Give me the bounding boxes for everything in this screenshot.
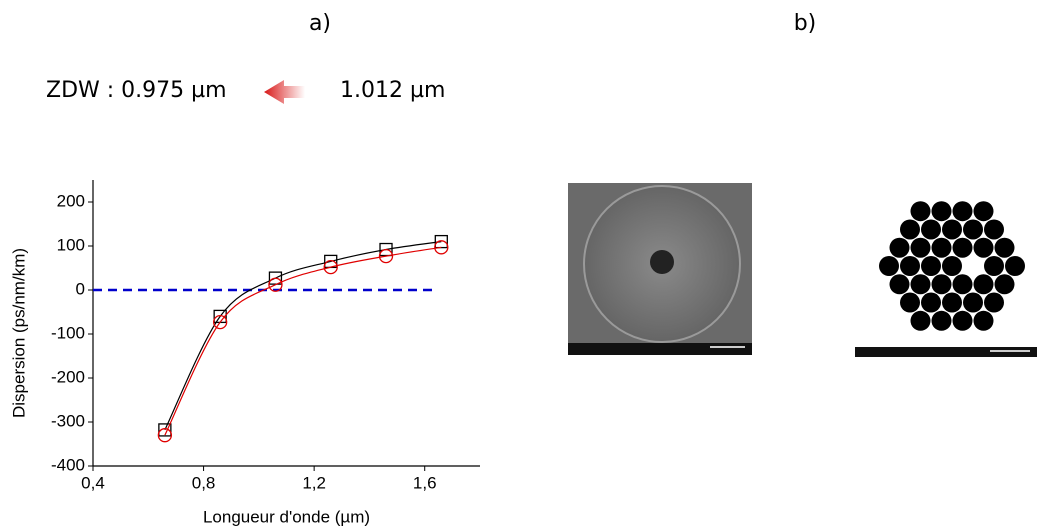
core-hole: [931, 310, 952, 331]
core-hole: [921, 256, 941, 276]
core-hole: [942, 256, 962, 276]
arrow: [264, 80, 305, 104]
zdw-new: 1.012 µm: [340, 78, 445, 103]
core-hole: [994, 237, 1015, 258]
core-hole: [973, 274, 994, 295]
core-hole: [973, 201, 994, 222]
core-hole: [931, 274, 952, 295]
core-hole: [889, 237, 910, 258]
y-axis-label: Dispersion (ps/nm/km): [9, 248, 28, 418]
marker: [378, 248, 394, 264]
x-tick-label: 0,8: [192, 473, 216, 492]
y-tick-label: -400: [51, 455, 85, 474]
x-tick-label: 1,2: [302, 473, 326, 492]
core-hole: [900, 292, 920, 313]
marker: [213, 314, 228, 330]
core-hole: [994, 274, 1015, 295]
core-hole: [984, 256, 1004, 276]
core-hole: [984, 292, 1004, 313]
core-hole: [963, 292, 983, 313]
marker: [158, 423, 172, 437]
y-tick-label: 100: [57, 235, 85, 254]
core-hole: [931, 237, 952, 258]
core-hole: [921, 292, 941, 313]
core-hole: [921, 219, 941, 240]
core-hole: [942, 292, 962, 313]
x-tick-label: 1,6: [413, 473, 437, 492]
core-hole: [984, 219, 1004, 240]
core-hole: [931, 201, 952, 222]
core-hole: [952, 237, 973, 258]
core-hole: [900, 219, 920, 240]
zdw-label: ZDW : 0.975 µm: [46, 78, 227, 103]
core-hole: [963, 219, 983, 240]
y-tick-label: 0: [76, 279, 85, 298]
core-hole: [910, 237, 931, 258]
fit-line: [164, 241, 442, 431]
core-hole: [889, 274, 910, 295]
core-hole: [910, 274, 931, 295]
y-tick-label: -300: [51, 411, 85, 430]
marker: [157, 428, 173, 443]
core-hole: [973, 310, 994, 331]
core-hole: [900, 256, 920, 276]
marker: [434, 240, 449, 255]
plot: -400 -300 -200 -100 0 100 200 0,4 0,8 1,2 1,6 Longu…: [9, 180, 480, 526]
fit-line: [164, 246, 442, 436]
core-hole: [973, 237, 994, 258]
marker: [323, 259, 338, 275]
x-tick-label: 0,4: [81, 473, 105, 492]
core-hole: [1005, 256, 1025, 276]
core-hole: [952, 310, 973, 331]
core-hole: [879, 256, 899, 276]
panel-label: a): [309, 11, 331, 36]
y-tick-label: -100: [51, 323, 85, 342]
core-hole: [952, 201, 973, 222]
panel-label: b): [794, 11, 817, 36]
core-hole: [910, 310, 931, 331]
x-axis-label: Longueur d'onde (µm): [203, 507, 370, 526]
core-hole: [910, 201, 931, 222]
core-hole: [942, 219, 962, 240]
y-tick-label: 200: [57, 191, 85, 210]
marker: [268, 277, 283, 292]
core-image: [855, 201, 1037, 357]
y-tick-label: -200: [51, 367, 85, 386]
core-hole: [952, 274, 973, 295]
sem-image: [568, 183, 752, 355]
